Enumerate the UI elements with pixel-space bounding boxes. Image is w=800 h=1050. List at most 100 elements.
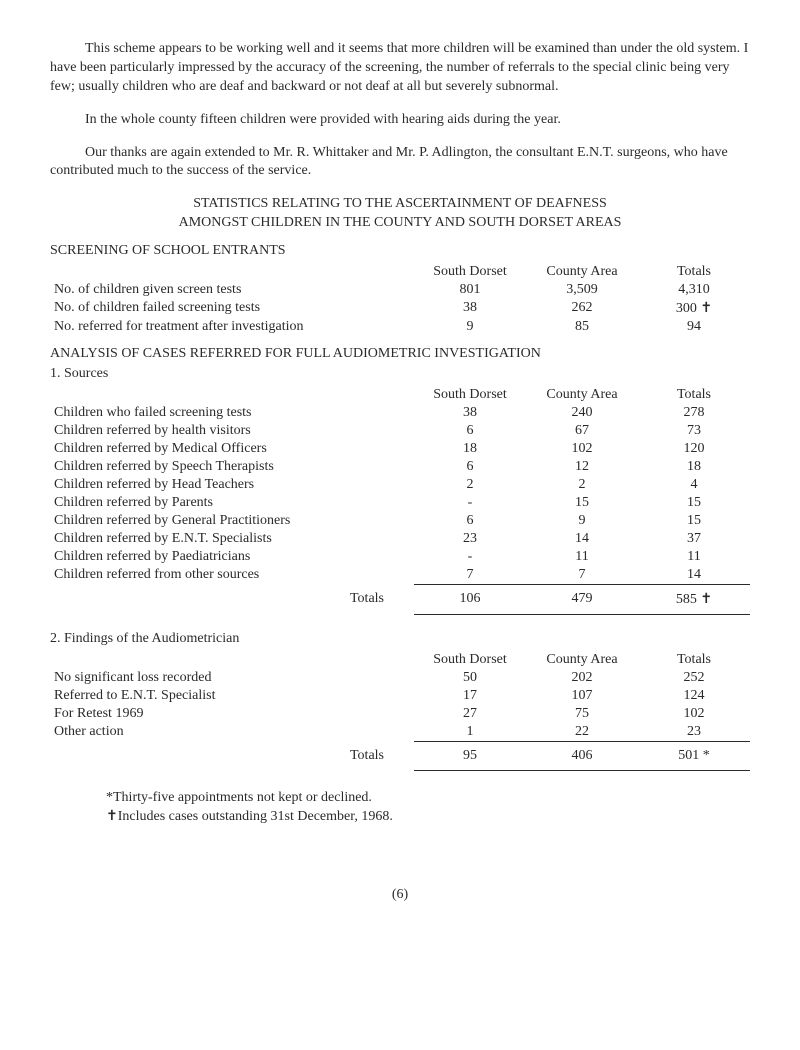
cell: 14 <box>526 530 638 548</box>
title-line: AMONGST CHILDREN IN THE COUNTY AND SOUTH… <box>50 214 750 233</box>
col-header: South Dorset <box>414 386 526 404</box>
cell: 9 <box>414 318 526 336</box>
cell: 23 <box>414 530 526 548</box>
table-row: Children referred from other sources7714 <box>50 566 750 585</box>
cell: 12 <box>526 458 638 476</box>
table-header-row: South Dorset County Area Totals <box>50 263 750 281</box>
row-label: Children referred by health visitors <box>50 422 414 440</box>
cell: 102 <box>526 440 638 458</box>
row-label: No. of children failed screening tests <box>50 299 414 318</box>
cell: 85 <box>526 318 638 336</box>
col-header: County Area <box>526 651 638 669</box>
cell: 95 <box>414 742 526 771</box>
cell: 106 <box>414 585 526 615</box>
row-label: No. referred for treatment after investi… <box>50 318 414 336</box>
paragraph: This scheme appears to be working well a… <box>50 40 750 97</box>
paragraph: In the whole county fifteen children wer… <box>50 111 750 130</box>
cell: 15 <box>526 494 638 512</box>
cell: - <box>414 494 526 512</box>
cell: 7 <box>414 566 526 585</box>
cell: 3,509 <box>526 281 638 299</box>
table-row: Children referred by Head Teachers224 <box>50 476 750 494</box>
cell: 406 <box>526 742 638 771</box>
footnote: ✝Includes cases outstanding 31st Decembe… <box>106 808 750 827</box>
cell: 585 ✝ <box>638 585 750 615</box>
cell: 67 <box>526 422 638 440</box>
table-header-row: South Dorset County Area Totals <box>50 386 750 404</box>
row-label: Children who failed screening tests <box>50 404 414 422</box>
table-row: No. of children failed screening tests 3… <box>50 299 750 318</box>
row-label: Children referred by Paediatricians <box>50 548 414 566</box>
col-header: County Area <box>526 386 638 404</box>
col-header: Totals <box>638 263 750 281</box>
page-number: (6) <box>50 887 750 903</box>
findings-table: South Dorset County Area Totals No signi… <box>50 651 750 771</box>
cell: 37 <box>638 530 750 548</box>
table-row: Children referred by Parents-1515 <box>50 494 750 512</box>
col-header: South Dorset <box>414 651 526 669</box>
cell: - <box>414 548 526 566</box>
cell: 50 <box>414 669 526 687</box>
title-line: STATISTICS RELATING TO THE ASCERTAINMENT… <box>50 195 750 214</box>
row-label: Children referred by Medical Officers <box>50 440 414 458</box>
cell: 107 <box>526 687 638 705</box>
cell: 7 <box>526 566 638 585</box>
footnotes: *Thirty-five appointments not kept or de… <box>50 789 750 827</box>
table-row: Children referred by health visitors6677… <box>50 422 750 440</box>
row-label: Referred to E.N.T. Specialist <box>50 687 414 705</box>
cell: 120 <box>638 440 750 458</box>
cell: 2 <box>526 476 638 494</box>
table-row: No. referred for treatment after investi… <box>50 318 750 336</box>
cell: 6 <box>414 512 526 530</box>
cell: 73 <box>638 422 750 440</box>
table-row: Referred to E.N.T. Specialist17107124 <box>50 687 750 705</box>
cell: 14 <box>638 566 750 585</box>
totals-label: Totals <box>50 585 414 615</box>
cell: 124 <box>638 687 750 705</box>
section-subheading: 2. Findings of the Audiometrician <box>50 631 750 647</box>
cell: 252 <box>638 669 750 687</box>
cell: 9 <box>526 512 638 530</box>
table-row: Children who failed screening tests38240… <box>50 404 750 422</box>
cell: 300 ✝ <box>638 299 750 318</box>
row-label: No significant loss recorded <box>50 669 414 687</box>
table-row: No. of children given screen tests 801 3… <box>50 281 750 299</box>
row-label: For Retest 1969 <box>50 705 414 723</box>
row-label: Children referred by Speech Therapists <box>50 458 414 476</box>
table-row: For Retest 19692775102 <box>50 705 750 723</box>
cell: 17 <box>414 687 526 705</box>
section-heading: SCREENING OF SCHOOL ENTRANTS <box>50 243 750 259</box>
table-row: Children referred by Speech Therapists61… <box>50 458 750 476</box>
cell: 15 <box>638 512 750 530</box>
cell: 6 <box>414 422 526 440</box>
table-row: Children referred by Paediatricians-1111 <box>50 548 750 566</box>
row-label: Children referred from other sources <box>50 566 414 585</box>
sources-table: South Dorset County Area Totals Children… <box>50 386 750 615</box>
cell: 18 <box>638 458 750 476</box>
cell: 23 <box>638 723 750 742</box>
row-label: No. of children given screen tests <box>50 281 414 299</box>
cell: 15 <box>638 494 750 512</box>
cell: 38 <box>414 404 526 422</box>
col-header: Totals <box>638 386 750 404</box>
screening-table: South Dorset County Area Totals No. of c… <box>50 263 750 336</box>
col-header: South Dorset <box>414 263 526 281</box>
paragraph: Our thanks are again extended to Mr. R. … <box>50 144 750 182</box>
table-row: Children referred by General Practitione… <box>50 512 750 530</box>
cell: 6 <box>414 458 526 476</box>
document-page: This scheme appears to be working well a… <box>0 0 800 933</box>
totals-label: Totals <box>50 742 414 771</box>
cell: 479 <box>526 585 638 615</box>
cell: 2 <box>414 476 526 494</box>
table-row: Children referred by E.N.T. Specialists2… <box>50 530 750 548</box>
table-row: Other action12223 <box>50 723 750 742</box>
table-row: No significant loss recorded50202252 <box>50 669 750 687</box>
cell: 278 <box>638 404 750 422</box>
cell: 27 <box>414 705 526 723</box>
cell: 11 <box>638 548 750 566</box>
col-header: Totals <box>638 651 750 669</box>
section-subheading: 1. Sources <box>50 366 750 382</box>
cell: 240 <box>526 404 638 422</box>
totals-row: Totals 106 479 585 ✝ <box>50 585 750 615</box>
cell: 94 <box>638 318 750 336</box>
